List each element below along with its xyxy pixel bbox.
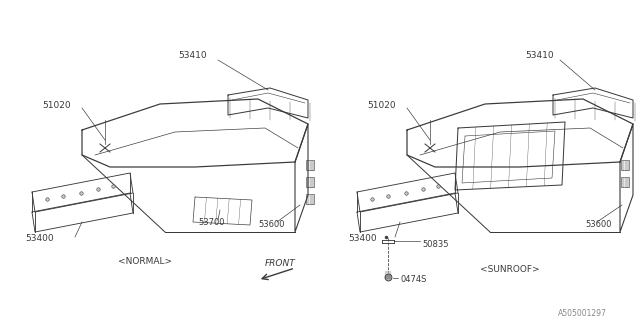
- Text: 53410: 53410: [525, 51, 554, 60]
- Text: 51020: 51020: [42, 100, 70, 109]
- Text: 0474S: 0474S: [400, 276, 426, 284]
- FancyBboxPatch shape: [621, 177, 629, 187]
- Text: 51020: 51020: [367, 100, 396, 109]
- Text: 53600: 53600: [258, 220, 285, 228]
- Text: 53700: 53700: [198, 218, 225, 227]
- FancyBboxPatch shape: [621, 160, 629, 170]
- FancyBboxPatch shape: [306, 160, 314, 170]
- Text: 53600: 53600: [585, 220, 611, 228]
- Text: A505001297: A505001297: [558, 308, 607, 317]
- FancyBboxPatch shape: [306, 194, 314, 204]
- Text: <NORMAL>: <NORMAL>: [118, 258, 172, 267]
- FancyBboxPatch shape: [306, 177, 314, 187]
- Text: 53400: 53400: [25, 234, 54, 243]
- Text: 50835: 50835: [422, 239, 449, 249]
- Text: 53410: 53410: [179, 51, 207, 60]
- Text: 53400: 53400: [348, 234, 376, 243]
- Text: <SUNROOF>: <SUNROOF>: [480, 266, 540, 275]
- Text: FRONT: FRONT: [264, 259, 295, 268]
